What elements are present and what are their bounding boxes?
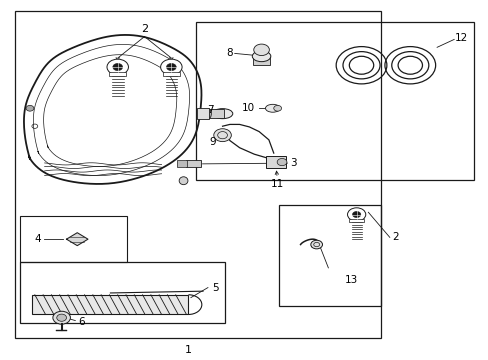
Text: 3: 3 — [289, 158, 296, 168]
Circle shape — [213, 129, 231, 141]
Bar — [185, 159, 200, 167]
Bar — [20, 262, 224, 323]
Bar — [56, 329, 67, 331]
Bar — [195, 22, 473, 180]
Bar — [20, 216, 127, 262]
Circle shape — [310, 240, 322, 249]
Ellipse shape — [252, 51, 270, 62]
Circle shape — [107, 59, 128, 75]
Text: 8: 8 — [226, 48, 233, 58]
Bar — [252, 56, 269, 65]
Circle shape — [277, 158, 286, 166]
Circle shape — [113, 63, 122, 71]
Bar — [15, 12, 380, 338]
Circle shape — [57, 314, 66, 321]
Ellipse shape — [265, 104, 280, 112]
Text: 13: 13 — [345, 275, 358, 285]
Text: 1: 1 — [184, 345, 191, 355]
Bar — [208, 109, 223, 118]
Bar — [278, 205, 380, 306]
Text: 11: 11 — [270, 179, 283, 189]
Bar — [162, 72, 180, 76]
Ellipse shape — [179, 177, 187, 185]
Bar — [177, 160, 186, 167]
Text: 5: 5 — [211, 283, 218, 293]
Bar — [197, 108, 209, 119]
Ellipse shape — [206, 109, 211, 118]
Circle shape — [166, 63, 176, 71]
Circle shape — [273, 105, 281, 111]
Circle shape — [26, 105, 34, 111]
Circle shape — [347, 208, 365, 221]
Ellipse shape — [212, 109, 232, 119]
Bar — [348, 219, 364, 222]
Text: 6: 6 — [78, 317, 84, 327]
Text: 9: 9 — [209, 137, 216, 147]
Text: 4: 4 — [34, 234, 41, 244]
Circle shape — [160, 59, 182, 75]
Polygon shape — [66, 233, 88, 246]
Text: 10: 10 — [242, 103, 254, 113]
Circle shape — [253, 44, 269, 55]
Circle shape — [53, 311, 70, 324]
Text: 2: 2 — [141, 24, 148, 35]
Text: 2: 2 — [391, 232, 398, 242]
Text: 7: 7 — [206, 105, 213, 115]
Bar — [32, 295, 188, 315]
Bar — [109, 72, 126, 76]
Bar — [266, 156, 285, 168]
Circle shape — [352, 211, 360, 217]
Text: 12: 12 — [454, 33, 467, 43]
